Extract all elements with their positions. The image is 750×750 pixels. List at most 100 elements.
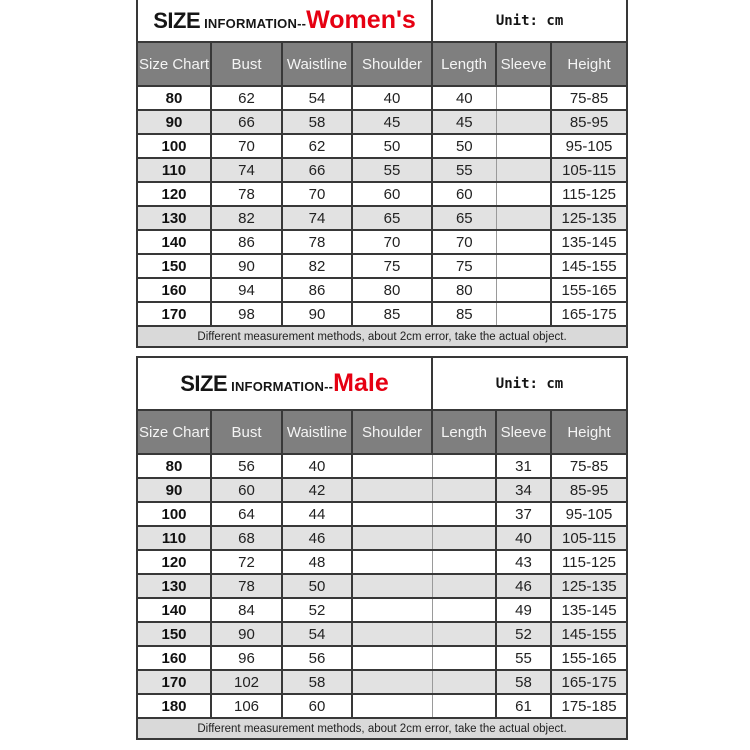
male-shoulder-80	[350, 453, 433, 479]
male-col-waistline: Waistline	[281, 409, 353, 455]
womens-title-group: Women's	[306, 6, 416, 34]
male-waistline-90: 42	[281, 477, 353, 503]
male-header-row: Size Chart Bust Waistline Shoulder Lengt…	[136, 409, 629, 455]
womens-col-size-chart: Size Chart	[136, 41, 212, 87]
male-length-160	[431, 645, 498, 671]
male-row-160: 160 96 56 55 155-165	[136, 645, 629, 671]
womens-waistline-140: 78	[281, 229, 353, 255]
womens-size-chart-140: 140	[136, 229, 212, 255]
womens-sleeve-160	[495, 277, 553, 303]
male-waistline-100: 44	[281, 501, 353, 527]
male-row-100: 100 64 44 37 95-105	[136, 501, 629, 527]
womens-waistline-170: 90	[281, 301, 353, 327]
womens-unit-label: Unit: cm	[495, 12, 564, 29]
male-length-180	[431, 693, 498, 719]
womens-row-150: 150 90 82 75 75 145-155	[136, 253, 629, 279]
male-waistline-150: 54	[281, 621, 353, 647]
male-row-120: 120 72 48 43 115-125	[136, 549, 629, 575]
male-bust-80: 56	[210, 453, 283, 479]
womens-waistline-90: 58	[281, 109, 353, 135]
womens-size-table: SIZE INFORMATION--Women's Unit: cm Size C…	[135, 0, 629, 348]
male-note-row: Different measurement methods, about 2cm…	[135, 717, 629, 740]
male-height-110: 105-115	[550, 525, 629, 551]
male-sleeve-90: 34	[495, 477, 553, 503]
male-height-170: 165-175	[550, 669, 629, 695]
male-size-chart-140: 140	[136, 597, 212, 623]
womens-bust-130: 82	[210, 205, 283, 231]
womens-size-chart-150: 150	[136, 253, 212, 279]
male-row-110: 110 68 46 40 105-115	[136, 525, 629, 551]
womens-sleeve-100	[495, 133, 553, 159]
womens-size-chart-120: 120	[136, 181, 212, 207]
womens-row-130: 130 82 74 65 65 125-135	[136, 205, 629, 231]
womens-length-140: 70	[431, 229, 497, 255]
male-size-chart-170: 170	[136, 669, 212, 695]
male-bust-120: 72	[210, 549, 283, 575]
womens-col-length: Length	[431, 41, 498, 87]
male-length-140	[431, 597, 498, 623]
male-bust-150: 90	[210, 621, 283, 647]
male-bust-180: 106	[210, 693, 283, 719]
womens-sleeve-140	[495, 229, 553, 255]
womens-size-chart-100: 100	[136, 133, 212, 159]
womens-height-170: 165-175	[550, 301, 629, 327]
womens-height-160: 155-165	[550, 277, 629, 303]
male-title-size-word: SIZE	[180, 371, 228, 396]
male-shoulder-100	[350, 501, 433, 527]
male-size-chart-110: 110	[136, 525, 212, 551]
womens-shoulder-80: 40	[350, 85, 434, 111]
womens-row-110: 110 74 66 55 55 105-115	[136, 157, 629, 183]
womens-height-80: 75-85	[550, 85, 629, 111]
womens-bust-160: 94	[210, 277, 283, 303]
womens-title-info-word: INFORMATION--	[204, 16, 307, 31]
womens-waistline-100: 62	[281, 133, 353, 159]
male-title: SIZE INFORMATION--Male	[135, 356, 434, 411]
male-sleeve-110: 40	[495, 525, 553, 551]
womens-bust-170: 98	[210, 301, 283, 327]
male-shoulder-140	[350, 597, 433, 623]
male-waistline-110: 46	[281, 525, 353, 551]
male-size-chart-180: 180	[136, 693, 212, 719]
male-row-180: 180 106 60 61 175-185	[136, 693, 629, 719]
male-waistline-170: 58	[281, 669, 353, 695]
male-sleeve-140: 49	[495, 597, 553, 623]
womens-shoulder-120: 60	[350, 181, 434, 207]
male-bust-110: 68	[210, 525, 283, 551]
womens-height-90: 85-95	[550, 109, 629, 135]
male-sleeve-150: 52	[495, 621, 553, 647]
male-title-row: SIZE INFORMATION--Male Unit: cm	[135, 356, 629, 411]
womens-row-160: 160 94 86 80 80 155-165	[136, 277, 629, 303]
womens-size-chart-170: 170	[136, 301, 212, 327]
male-length-110	[431, 525, 498, 551]
womens-note-row: Different measurement methods, about 2cm…	[135, 325, 629, 348]
male-shoulder-170	[350, 669, 433, 695]
male-waistline-120: 48	[281, 549, 353, 575]
womens-size-chart-130: 130	[136, 205, 212, 231]
womens-bust-150: 90	[210, 253, 283, 279]
womens-size-chart-80: 80	[136, 85, 212, 111]
male-row-170: 170 102 58 58 165-175	[136, 669, 629, 695]
womens-bust-80: 62	[210, 85, 283, 111]
womens-bust-140: 86	[210, 229, 283, 255]
womens-shoulder-90: 45	[350, 109, 434, 135]
womens-height-150: 145-155	[550, 253, 629, 279]
womens-length-130: 65	[431, 205, 497, 231]
womens-waistline-120: 70	[281, 181, 353, 207]
womens-col-waistline: Waistline	[281, 41, 353, 87]
male-height-140: 135-145	[550, 597, 629, 623]
male-length-100	[431, 501, 498, 527]
womens-sleeve-120	[495, 181, 553, 207]
womens-note: Different measurement methods, about 2cm…	[135, 325, 629, 348]
male-bust-140: 84	[210, 597, 283, 623]
male-sleeve-160: 55	[495, 645, 553, 671]
male-col-length: Length	[431, 409, 498, 455]
male-shoulder-110	[350, 525, 433, 551]
male-row-150: 150 90 54 52 145-155	[136, 621, 629, 647]
male-size-chart-160: 160	[136, 645, 212, 671]
womens-size-chart-90: 90	[136, 109, 212, 135]
male-length-130	[431, 573, 498, 599]
womens-size-chart-110: 110	[136, 157, 212, 183]
womens-shoulder-170: 85	[350, 301, 434, 327]
male-length-120	[431, 549, 498, 575]
